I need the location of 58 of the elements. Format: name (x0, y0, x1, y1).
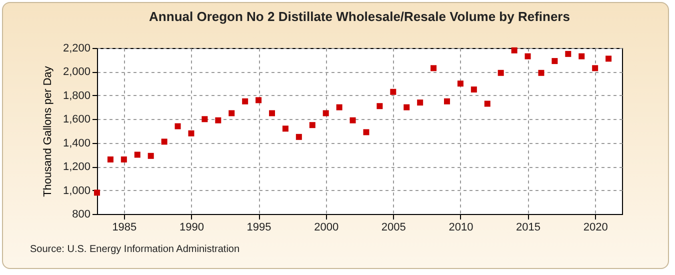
point (161, 138, 168, 145)
point (256, 97, 262, 104)
point (524, 53, 531, 60)
point (242, 98, 248, 104)
point (296, 134, 302, 140)
point (202, 116, 208, 122)
y-tick-label: 1,400 (62, 137, 90, 150)
point (538, 70, 544, 76)
y-tick-label: 800 (72, 208, 90, 220)
point (188, 130, 194, 136)
point (376, 103, 383, 110)
point (269, 110, 275, 116)
point (322, 110, 329, 116)
x-tick-label: 1985 (112, 222, 137, 234)
point (592, 65, 598, 72)
point (511, 47, 518, 54)
point (107, 156, 114, 162)
point (148, 152, 154, 159)
point (134, 152, 140, 158)
point (565, 50, 572, 57)
point (552, 58, 558, 64)
point (228, 110, 235, 116)
chart-title: Annual Oregon No 2 Distillate Wholesale/Resale Volume by Refiners (149, 9, 570, 24)
y-tick-label: 1,600 (62, 114, 90, 126)
y-tick-label: 1,000 (62, 184, 90, 197)
point (470, 86, 477, 92)
y-tick-label: 2,000 (62, 66, 90, 78)
point (404, 104, 410, 110)
x-tick-label: 2010 (448, 222, 474, 234)
point (215, 117, 222, 124)
point (578, 53, 585, 60)
y-tick-label: 2,200 (62, 42, 90, 54)
point (94, 190, 100, 196)
point (498, 70, 504, 76)
point (457, 80, 464, 87)
point (309, 122, 316, 128)
x-tick-label: 2005 (381, 222, 406, 234)
point (282, 126, 288, 132)
point (390, 88, 396, 95)
point (120, 156, 127, 162)
point (444, 98, 450, 104)
y-axis-title: Thousand Gallons per Day (42, 66, 54, 197)
x-tick-label: 2020 (583, 222, 608, 234)
x-tick-label: 1990 (179, 222, 204, 234)
y-tick-label: 1,200 (62, 161, 90, 174)
point (430, 65, 437, 72)
point (417, 100, 424, 106)
x-tick-label: 2015 (516, 222, 541, 234)
point (336, 104, 342, 110)
point (606, 56, 612, 62)
point (363, 129, 370, 136)
x-tick-label: 2000 (314, 222, 339, 234)
x-tick-label: 1995 (246, 222, 272, 234)
point (174, 123, 181, 130)
y-tick-label: 1,800 (62, 90, 90, 102)
point (484, 100, 490, 107)
source-note: Source: U.S. Energy Information Administration (30, 244, 240, 255)
point (350, 117, 356, 124)
